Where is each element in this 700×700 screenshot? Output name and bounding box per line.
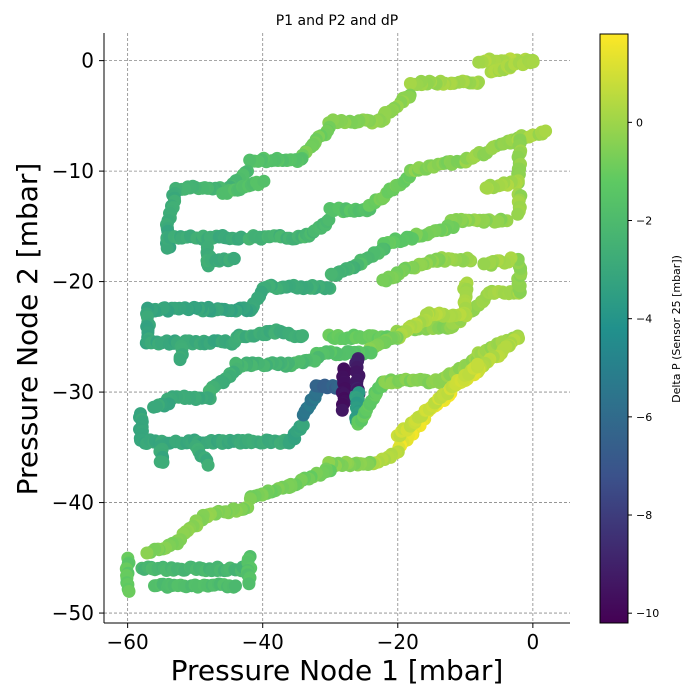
x-tick-label: −20 — [377, 630, 419, 654]
x-tick-label: −40 — [242, 630, 284, 654]
scatter-point — [539, 124, 553, 138]
scatter-point — [526, 55, 540, 69]
x-tick-label: −60 — [107, 630, 149, 654]
y-axis-ticks: 0 −10 −20 −30 −40 −50 — [52, 49, 104, 625]
y-axis-label: Pressure Node 2 [mbar] — [11, 163, 44, 496]
colorbar-tick-label: 0 — [636, 116, 643, 129]
colorbar-tick-label: −6 — [636, 411, 652, 424]
x-axis-ticks: −60 −40 −20 0 — [107, 623, 539, 654]
scatter-point — [257, 174, 271, 188]
y-tick-label: −30 — [52, 380, 94, 404]
scatter-point — [472, 55, 486, 69]
scatter-points — [119, 52, 553, 598]
scatter-point — [147, 400, 161, 414]
scatter-point — [201, 458, 215, 472]
y-tick-label: −20 — [52, 270, 94, 294]
scatter-point — [160, 241, 174, 255]
colorbar-tick-label: −10 — [636, 607, 659, 620]
colorbar-tick-label: −4 — [636, 313, 652, 326]
scatter-point — [477, 257, 491, 271]
scatter-point — [296, 329, 309, 343]
scatter-point — [403, 77, 417, 90]
x-tick-label: 0 — [526, 630, 539, 654]
colorbar — [599, 33, 629, 624]
y-tick-label: −10 — [52, 159, 94, 183]
scatter-point — [122, 584, 136, 598]
scatter-point — [243, 153, 257, 167]
scatter-point — [227, 252, 241, 266]
chart-title: P1 and P2 and dP — [276, 13, 399, 29]
colorbar-tick-label: −8 — [636, 509, 652, 522]
scatter-point — [511, 207, 525, 221]
colorbar-ticks: 0 −2 −4 −6 −8 −10 — [628, 116, 659, 620]
scatter-point — [140, 546, 154, 560]
x-axis-label: Pressure Node 1 [mbar] — [171, 654, 504, 687]
scatter-point — [479, 181, 493, 195]
colorbar-tick-label: −2 — [636, 215, 652, 228]
scatter-point — [173, 353, 187, 367]
scatter-point — [242, 577, 256, 591]
y-tick-label: 0 — [81, 49, 94, 73]
y-tick-label: −50 — [52, 601, 94, 625]
y-tick-label: −40 — [52, 491, 94, 515]
scatter-point — [156, 455, 170, 469]
scatter-point — [324, 267, 338, 281]
scatter-point — [229, 579, 242, 593]
scatter-point — [471, 357, 484, 371]
scatter-point — [376, 273, 390, 287]
scatter-point — [335, 403, 349, 417]
scatter-point — [296, 418, 310, 432]
colorbar-label: Delta P (Sensor 25 [mbar]) — [670, 255, 683, 403]
